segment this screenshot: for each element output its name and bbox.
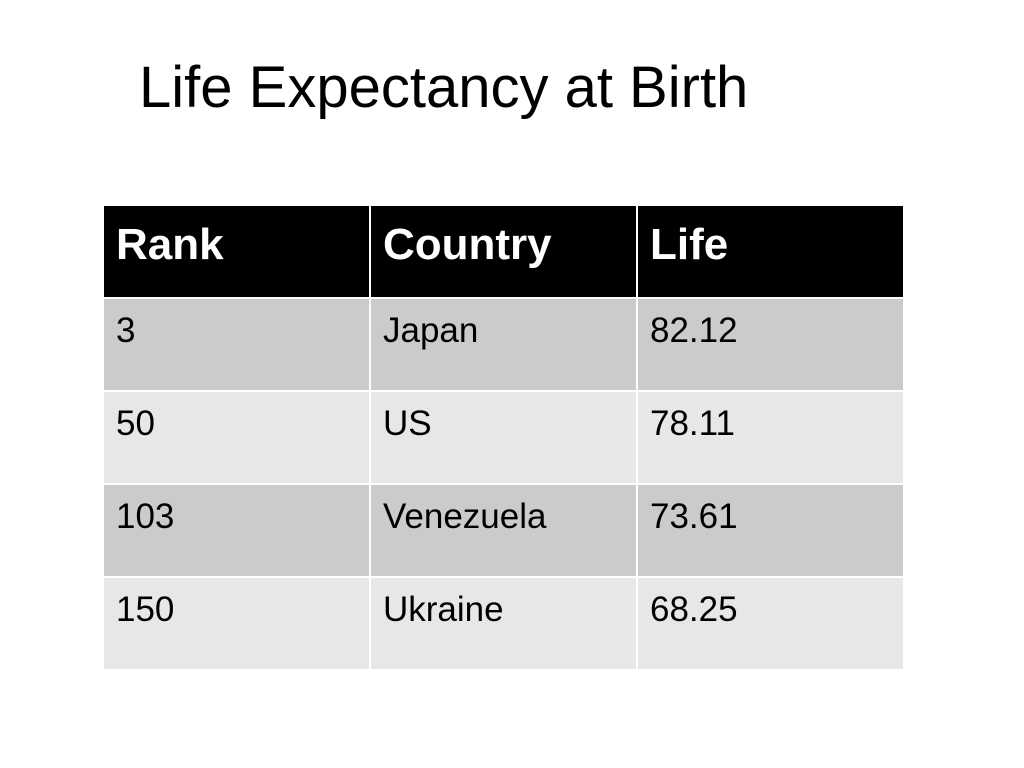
rank-cell: 3 <box>102 297 371 392</box>
table-header-row: Rank Country Life <box>102 204 905 299</box>
header-life: Life <box>636 204 905 299</box>
header-rank: Rank <box>102 204 371 299</box>
table-row: 50 US 78.11 <box>102 390 905 485</box>
header-country: Country <box>369 204 638 299</box>
table-row: 150 Ukraine 68.25 <box>102 576 905 671</box>
life-cell: 82.12 <box>636 297 905 392</box>
life-cell: 78.11 <box>636 390 905 485</box>
country-cell: Venezuela <box>369 483 638 578</box>
country-cell: Japan <box>369 297 638 392</box>
table-row: 3 Japan 82.12 <box>102 297 905 392</box>
country-cell: US <box>369 390 638 485</box>
table-row: 103 Venezuela 73.61 <box>102 483 905 578</box>
country-cell: Ukraine <box>369 576 638 671</box>
life-cell: 68.25 <box>636 576 905 671</box>
rank-cell: 50 <box>102 390 371 485</box>
rank-cell: 103 <box>102 483 371 578</box>
rank-cell: 150 <box>102 576 371 671</box>
life-cell: 73.61 <box>636 483 905 578</box>
life-expectancy-table: Rank Country Life 3 Japan 82.12 50 US 78… <box>102 204 905 671</box>
slide-title: Life Expectancy at Birth <box>139 55 749 120</box>
